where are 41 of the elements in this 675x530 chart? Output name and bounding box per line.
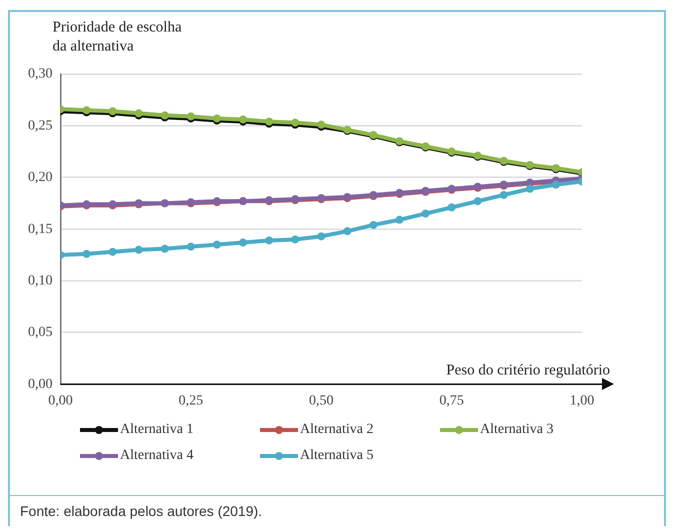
x-tick-label: 0,00	[48, 393, 73, 408]
point	[265, 236, 274, 244]
legend-label: Alternativa 3	[480, 422, 554, 438]
point	[212, 114, 221, 122]
y-tick-label: 0,25	[28, 118, 52, 134]
point	[239, 238, 248, 247]
x-tick-label: 0,25	[178, 393, 204, 408]
point	[343, 227, 352, 236]
point	[395, 216, 404, 224]
legend-label: Alternativa 5	[300, 448, 374, 464]
point	[160, 244, 169, 253]
y-tick-label: 0,00	[28, 376, 52, 392]
x-axis-title: Peso do critério regulatório	[446, 362, 610, 379]
point	[317, 232, 326, 240]
point	[212, 240, 221, 249]
point	[422, 210, 430, 218]
y-axis-title: Prioridade de escolha da alternativa	[52, 19, 182, 54]
point	[474, 197, 482, 206]
point	[448, 203, 456, 212]
point	[500, 190, 508, 199]
y-tick-label: 0,30	[28, 66, 52, 82]
point	[369, 220, 378, 229]
point	[291, 235, 300, 244]
x-tick-label: 1,00	[570, 393, 594, 408]
point	[186, 242, 195, 251]
point	[82, 250, 91, 258]
point	[134, 246, 143, 254]
point	[526, 184, 534, 193]
legend-label: Alternativa 4	[120, 448, 194, 464]
x-tick-label: 0,50	[309, 393, 334, 408]
point	[239, 115, 248, 124]
y-tick-label: 0,15	[28, 222, 52, 237]
y-tick-label: 0,05	[28, 325, 52, 340]
y-tick-label: 0,20	[28, 170, 52, 186]
source-note: Fonte: elaborada pelos autores (2019).	[20, 503, 262, 519]
legend-label: Alternativa 2	[300, 422, 374, 438]
y-tick-label: 0,10	[28, 273, 52, 288]
point	[552, 180, 560, 189]
legend-label: Alternativa 1	[120, 422, 194, 438]
point	[108, 248, 117, 256]
x-tick-label: 0,75	[439, 393, 464, 408]
